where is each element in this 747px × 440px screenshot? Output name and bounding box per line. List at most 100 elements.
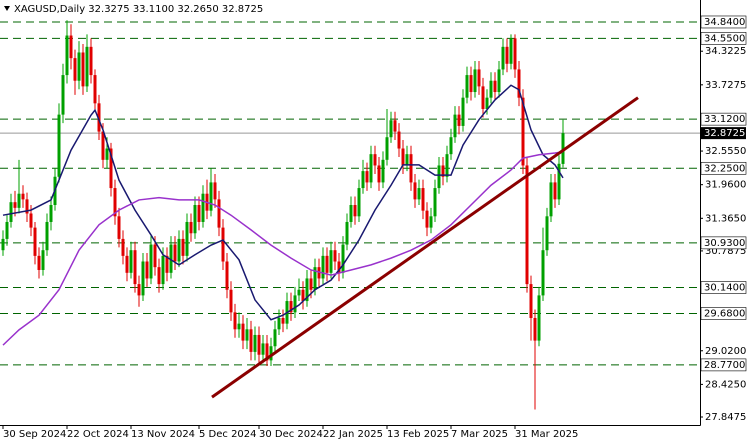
candle-body <box>425 210 429 228</box>
y-tick-label: 32.5550 <box>705 146 746 157</box>
candle-body <box>113 188 117 217</box>
candle-body <box>13 202 17 208</box>
candle-body <box>173 244 177 262</box>
level-label: 30.1400 <box>704 282 745 293</box>
candle-body <box>69 35 73 59</box>
candle-body <box>9 202 13 222</box>
level-label-box <box>700 161 747 175</box>
candle-body <box>489 80 493 98</box>
level-label-box <box>700 112 747 126</box>
candle-body <box>233 312 237 330</box>
candle-body <box>549 182 553 217</box>
candle-body <box>437 165 441 189</box>
candle-body <box>125 255 129 273</box>
candle-body <box>389 120 393 138</box>
level-label: 28.7700 <box>704 360 745 371</box>
candle-body <box>385 137 389 160</box>
candle-body <box>253 334 257 352</box>
candle-body <box>213 182 217 200</box>
y-tick-label: 28.4250 <box>705 379 746 390</box>
candle-body <box>133 250 137 285</box>
candle-body <box>45 221 49 251</box>
candle-body <box>141 261 145 296</box>
candle-body <box>257 334 261 355</box>
candle-body <box>245 329 249 341</box>
candle-body <box>33 227 37 256</box>
last-price-label: 32.8725 <box>704 128 745 139</box>
candle-body <box>445 154 449 177</box>
candle-body <box>417 188 421 200</box>
level-label-box <box>700 236 747 250</box>
candle-body <box>545 216 549 251</box>
level-label: 34.8400 <box>704 17 745 28</box>
x-tick-label: 30 Sep 2024 <box>3 429 66 440</box>
candle-body <box>449 137 453 155</box>
y-tick-label: 31.9600 <box>705 180 746 191</box>
candle-body <box>461 97 465 126</box>
candle-body <box>481 86 485 109</box>
candle-body <box>281 318 285 324</box>
candle-body <box>305 278 309 302</box>
candle-body <box>29 213 33 228</box>
x-tick-label: 22 Jan 2025 <box>323 429 383 440</box>
candle-body <box>441 165 445 177</box>
candle-body <box>209 182 213 211</box>
candle-body <box>513 38 517 70</box>
candle-body <box>561 133 565 164</box>
candle-body <box>517 69 521 98</box>
candle-body <box>161 255 165 285</box>
candle-body <box>401 148 405 166</box>
level-label-box <box>700 32 747 45</box>
candle-body <box>93 75 97 104</box>
y-tick-label: 34.3225 <box>705 46 746 57</box>
candle-body <box>157 267 161 285</box>
candle-body <box>525 165 529 285</box>
candle-body <box>77 52 81 81</box>
chart-title: XAGUSD,Daily 32.3275 33.1100 32.2650 32.… <box>14 4 263 15</box>
candle-body <box>145 261 149 279</box>
candle-body <box>277 318 281 330</box>
level-label: 29.6800 <box>704 308 745 319</box>
candle-body <box>89 46 93 76</box>
level-label: 34.5500 <box>704 33 745 44</box>
x-tick-label: 7 Mar 2025 <box>451 429 508 440</box>
candle-body <box>313 267 317 290</box>
moving-average <box>2 151 564 346</box>
candle-body <box>317 267 321 279</box>
candle-body <box>109 148 113 189</box>
candle-body <box>553 182 557 200</box>
candle-body <box>501 46 505 70</box>
candle-body <box>165 255 169 273</box>
candle-body <box>169 244 173 273</box>
candle-body <box>421 188 425 211</box>
candle-body <box>533 318 537 341</box>
candle-body <box>293 295 297 313</box>
candle-body <box>97 103 101 132</box>
candle-body <box>297 289 301 296</box>
candle-body <box>273 329 277 347</box>
candle-body <box>137 284 141 296</box>
candle-body <box>237 323 241 330</box>
candle-body <box>377 165 381 183</box>
candle-body <box>509 38 513 64</box>
level-label: 33.1200 <box>704 114 745 125</box>
candle-body <box>345 221 349 245</box>
moving-average <box>2 84 564 321</box>
candle-body <box>497 69 501 93</box>
candle-body <box>269 346 273 361</box>
candle-body <box>557 163 561 200</box>
candle-body <box>361 171 365 189</box>
candle-body <box>241 323 245 341</box>
title-icon <box>4 6 10 11</box>
y-tick-label: 33.7275 <box>705 80 746 91</box>
candle-body <box>397 131 401 149</box>
candle-body <box>505 46 509 64</box>
candle-body <box>373 154 377 166</box>
candle-body <box>153 244 157 268</box>
x-tick-label: 22 Oct 2024 <box>67 429 129 440</box>
candle-body <box>353 205 357 217</box>
candle-body <box>185 221 189 256</box>
trendline <box>211 96 639 399</box>
